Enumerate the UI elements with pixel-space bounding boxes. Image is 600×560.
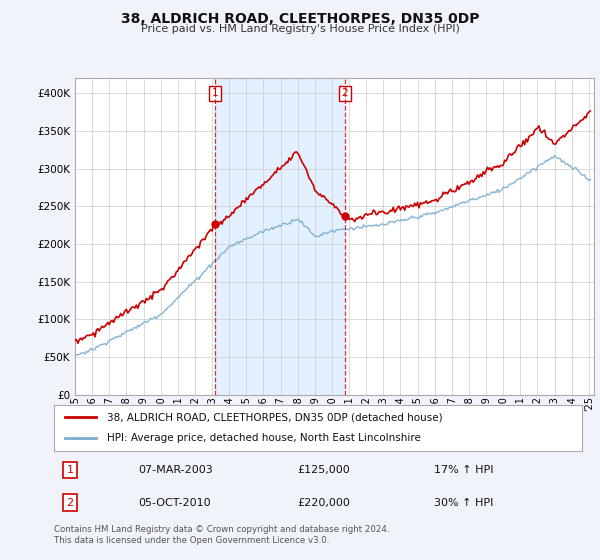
Text: 1: 1 bbox=[212, 88, 218, 99]
Text: 38, ALDRICH ROAD, CLEETHORPES, DN35 0DP (detached house): 38, ALDRICH ROAD, CLEETHORPES, DN35 0DP … bbox=[107, 412, 442, 422]
Text: 38, ALDRICH ROAD, CLEETHORPES, DN35 0DP: 38, ALDRICH ROAD, CLEETHORPES, DN35 0DP bbox=[121, 12, 479, 26]
Text: 2: 2 bbox=[66, 498, 73, 507]
Text: 1: 1 bbox=[67, 465, 73, 475]
Text: 05-OCT-2010: 05-OCT-2010 bbox=[139, 498, 211, 507]
Text: £125,000: £125,000 bbox=[297, 465, 350, 475]
Text: HPI: Average price, detached house, North East Lincolnshire: HPI: Average price, detached house, Nort… bbox=[107, 433, 421, 444]
Text: 17% ↑ HPI: 17% ↑ HPI bbox=[434, 465, 494, 475]
Bar bbox=[215, 78, 345, 395]
Text: Contains HM Land Registry data © Crown copyright and database right 2024.
This d: Contains HM Land Registry data © Crown c… bbox=[54, 525, 389, 545]
Text: 2: 2 bbox=[341, 88, 348, 99]
Text: Price paid vs. HM Land Registry's House Price Index (HPI): Price paid vs. HM Land Registry's House … bbox=[140, 24, 460, 34]
Text: 30% ↑ HPI: 30% ↑ HPI bbox=[434, 498, 494, 507]
Text: 07-MAR-2003: 07-MAR-2003 bbox=[139, 465, 213, 475]
Text: £220,000: £220,000 bbox=[297, 498, 350, 507]
